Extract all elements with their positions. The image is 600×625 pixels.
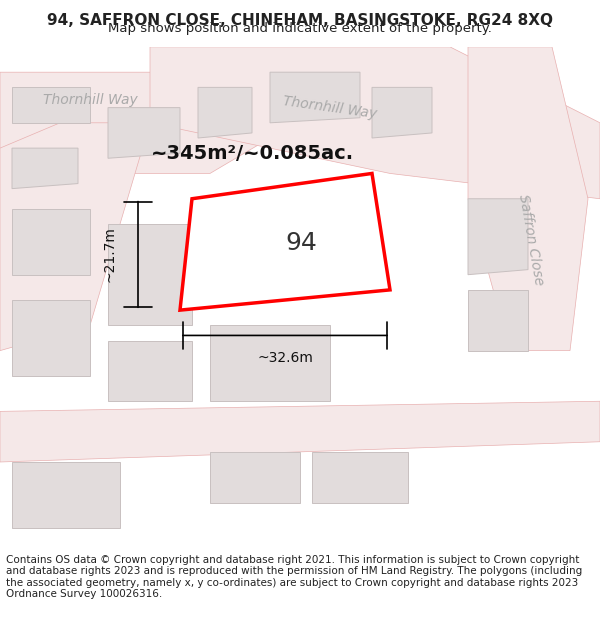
Polygon shape: [12, 148, 78, 189]
Polygon shape: [0, 122, 150, 351]
Polygon shape: [468, 199, 528, 275]
Polygon shape: [12, 300, 90, 376]
Polygon shape: [468, 47, 588, 351]
Polygon shape: [12, 88, 90, 122]
Text: ~32.6m: ~32.6m: [257, 351, 313, 364]
Polygon shape: [0, 401, 600, 462]
Polygon shape: [150, 47, 600, 199]
Polygon shape: [108, 224, 192, 325]
Text: Contains OS data © Crown copyright and database right 2021. This information is : Contains OS data © Crown copyright and d…: [6, 554, 582, 599]
Polygon shape: [372, 88, 432, 138]
Polygon shape: [108, 107, 180, 158]
Polygon shape: [0, 72, 270, 173]
Polygon shape: [12, 462, 120, 528]
Text: Map shows position and indicative extent of the property.: Map shows position and indicative extent…: [108, 22, 492, 35]
Text: ~21.7m: ~21.7m: [103, 226, 117, 282]
Text: 94: 94: [286, 231, 317, 255]
Polygon shape: [312, 452, 408, 503]
Polygon shape: [198, 88, 252, 138]
Text: 94, SAFFRON CLOSE, CHINEHAM, BASINGSTOKE, RG24 8XQ: 94, SAFFRON CLOSE, CHINEHAM, BASINGSTOKE…: [47, 13, 553, 28]
Text: Saffron Close: Saffron Close: [516, 192, 546, 286]
Polygon shape: [108, 341, 192, 401]
Text: Thornhill Way: Thornhill Way: [282, 94, 378, 121]
Polygon shape: [270, 72, 360, 122]
Text: Thornhill Way: Thornhill Way: [43, 93, 137, 107]
Polygon shape: [210, 325, 330, 401]
Text: ~345m²/~0.085ac.: ~345m²/~0.085ac.: [151, 144, 353, 162]
Polygon shape: [180, 173, 390, 310]
Polygon shape: [210, 452, 300, 503]
Polygon shape: [12, 209, 90, 275]
Polygon shape: [468, 290, 528, 351]
